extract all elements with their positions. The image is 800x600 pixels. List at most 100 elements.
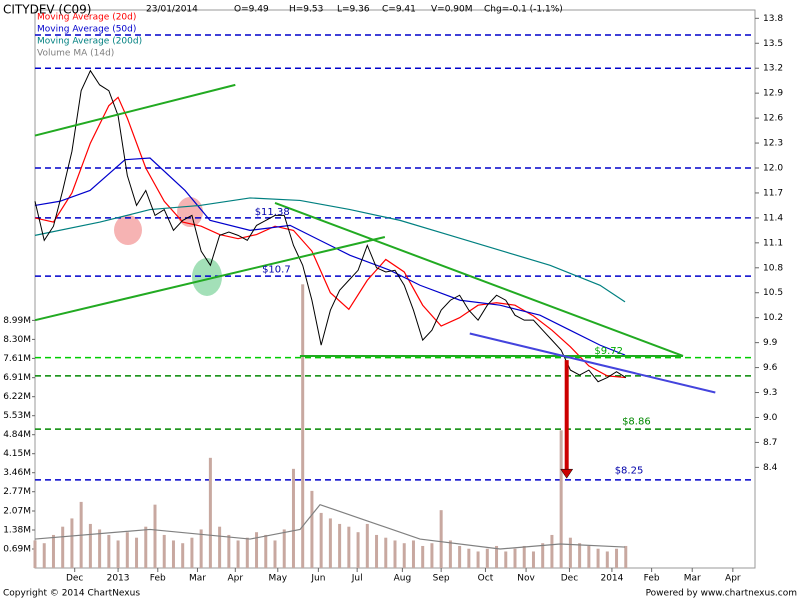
x-tick-label: Jun <box>310 574 325 584</box>
header-info: L=9.36 <box>337 5 370 15</box>
volume-tick-label: 2.07M <box>3 506 31 516</box>
header-info: H=9.53 <box>289 5 323 15</box>
x-tick-label: 2014 <box>600 574 623 584</box>
volume-bar <box>495 545 499 568</box>
volume-bar <box>162 534 166 568</box>
volume-bar <box>624 545 628 568</box>
y-tick-label: 9.3 <box>763 388 777 398</box>
series-line <box>34 197 626 303</box>
volume-bar <box>116 540 120 568</box>
x-tick-label: 2013 <box>107 574 130 584</box>
y-tick-label: 13.8 <box>763 14 783 24</box>
y-tick-label: 13.2 <box>763 64 783 74</box>
highlight-circle <box>114 215 142 245</box>
y-tick-label: 12.9 <box>763 89 783 99</box>
volume-bar <box>485 548 489 568</box>
volume-bar <box>421 545 425 568</box>
volume-tick-label: 3.46M <box>3 468 31 478</box>
volume-bar <box>393 540 397 568</box>
volume-bar <box>181 543 185 568</box>
volume-bar <box>550 534 554 568</box>
volume-tick-label: 2.77M <box>3 487 31 497</box>
volume-bar <box>476 551 480 568</box>
header-info: V=0.90M <box>431 5 473 15</box>
x-tick-label: Mar <box>684 574 701 584</box>
volume-bar <box>531 551 535 568</box>
header-info: O=9.49 <box>234 5 269 15</box>
x-tick-label: Apr <box>725 574 741 584</box>
volume-bar <box>255 532 259 568</box>
y-tick-label: 10.2 <box>763 313 783 323</box>
y-tick-label: 11.1 <box>763 238 783 248</box>
volume-bar <box>236 540 240 568</box>
x-tick-label: Dec <box>66 574 83 584</box>
trend-line <box>274 201 684 357</box>
volume-bar <box>615 548 619 568</box>
volume-bar <box>51 534 55 568</box>
volume-bar <box>218 526 222 568</box>
y-tick-label: 9.9 <box>763 338 778 348</box>
legend-label: Moving Average (50d) <box>37 25 136 35</box>
y-tick-label: 8.4 <box>763 463 778 473</box>
volume-bar <box>190 537 194 568</box>
header-info: 23/01/2014 <box>146 5 198 15</box>
trend-line <box>34 236 386 322</box>
chart-title: CITYDEV (C09) <box>3 3 91 17</box>
y-tick-label: 12.3 <box>763 139 783 149</box>
volume-bar <box>98 529 102 568</box>
volume-bar <box>273 540 277 568</box>
volume-tick-label: 1.38M <box>3 525 31 535</box>
header-info: C=9.41 <box>382 5 416 15</box>
trend-line <box>34 83 236 137</box>
volume-bar <box>328 518 332 568</box>
volume-bar <box>291 468 295 568</box>
volume-tick-label: 6.91M <box>3 373 31 383</box>
legend-label: Volume MA (14d) <box>37 49 114 59</box>
volume-bar <box>208 457 212 568</box>
volume-bar <box>587 545 591 568</box>
x-tick-label: Oct <box>478 574 494 584</box>
volume-bar <box>522 545 526 568</box>
annotation: $9.72 <box>594 346 623 357</box>
volume-bar <box>144 526 148 568</box>
volume-bar <box>282 529 286 568</box>
series-line <box>34 503 626 550</box>
legend-label: Moving Average (200d) <box>37 37 142 47</box>
x-tick-label: Feb <box>150 574 166 584</box>
y-tick-label: 8.7 <box>763 438 777 448</box>
volume-tick-label: 4.84M <box>3 430 31 440</box>
volume-bar <box>171 540 175 568</box>
x-tick-label: Dec <box>561 574 578 584</box>
header-info: Chg=-0.1 (-1.1%) <box>484 5 563 15</box>
volume-bar <box>504 551 508 568</box>
volume-tick-label: 6.22M <box>3 392 31 402</box>
y-tick-label: 9.0 <box>763 413 778 423</box>
plot-frame <box>34 9 756 569</box>
volume-bar <box>107 534 111 568</box>
y-tick-label: 10.8 <box>763 263 783 273</box>
volume-bar <box>125 532 129 568</box>
x-tick-label: Aug <box>394 574 412 584</box>
x-tick-label: Feb <box>644 574 660 584</box>
volume-tick-label: 8.99M <box>3 316 31 326</box>
arrow-head <box>560 468 574 479</box>
volume-bar <box>319 512 323 568</box>
volume-bar <box>467 548 471 568</box>
volume-bar <box>153 504 157 568</box>
volume-bar <box>402 543 406 568</box>
x-tick-label: Mar <box>189 574 206 584</box>
volume-tick-label: 5.53M <box>3 411 31 421</box>
volume-bar <box>245 537 249 568</box>
volume-tick-label: 7.61M <box>3 354 31 364</box>
volume-bar <box>384 537 388 568</box>
y-tick-label: 9.6 <box>763 363 778 373</box>
volume-bar <box>513 548 517 568</box>
volume-bar <box>596 548 600 568</box>
x-tick-label: Nov <box>517 574 535 584</box>
x-tick-label: Sep <box>433 574 450 584</box>
volume-bar <box>356 532 360 568</box>
y-tick-label: 13.5 <box>763 39 783 49</box>
volume-bar <box>88 523 92 568</box>
annotation: $8.25 <box>615 466 644 477</box>
